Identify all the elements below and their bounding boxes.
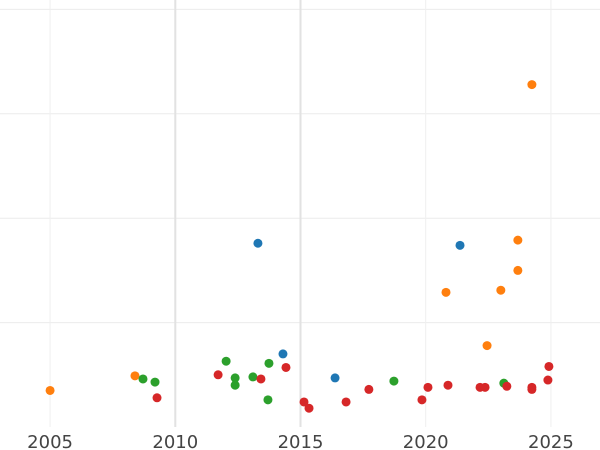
x-tick-label: 2020 bbox=[403, 432, 449, 450]
gridlines bbox=[0, 0, 600, 427]
data-point-red bbox=[527, 384, 537, 394]
data-point-red bbox=[341, 397, 351, 407]
x-tick-label: 2005 bbox=[27, 432, 73, 450]
data-point-blue bbox=[455, 240, 465, 250]
data-point-orange bbox=[441, 287, 451, 297]
data-point-green bbox=[221, 356, 231, 366]
data-point-green bbox=[264, 358, 274, 368]
data-point-red bbox=[213, 370, 223, 380]
data-point-green bbox=[138, 374, 148, 384]
x-tick-label: 2015 bbox=[278, 432, 324, 450]
x-axis-tick-labels: 2005 2010 2015 2020 2025 bbox=[27, 432, 574, 450]
data-point-orange bbox=[513, 265, 523, 275]
data-point-green bbox=[230, 373, 240, 383]
data-point-green bbox=[389, 376, 399, 386]
data-point-red bbox=[544, 361, 554, 371]
data-point-green bbox=[230, 380, 240, 390]
data-point-red bbox=[281, 362, 291, 372]
data-point-red bbox=[443, 380, 453, 390]
data-point-orange bbox=[45, 385, 55, 395]
data-point-orange bbox=[513, 235, 523, 245]
data-point-red bbox=[480, 382, 490, 392]
x-tick-label: 2025 bbox=[528, 432, 574, 450]
data-point-red bbox=[364, 384, 374, 394]
data-point-orange bbox=[527, 80, 537, 90]
data-point-red bbox=[423, 382, 433, 392]
data-points bbox=[45, 80, 554, 413]
data-point-orange bbox=[130, 371, 140, 381]
data-point-red bbox=[502, 381, 512, 391]
data-point-red bbox=[304, 403, 314, 413]
data-point-red bbox=[256, 374, 266, 384]
data-point-orange bbox=[482, 341, 492, 351]
data-point-red bbox=[299, 397, 309, 407]
data-point-red bbox=[417, 395, 427, 405]
data-point-green bbox=[150, 377, 160, 387]
data-point-orange bbox=[496, 285, 506, 295]
data-point-red bbox=[152, 393, 162, 403]
data-point-green bbox=[248, 372, 258, 382]
data-point-red bbox=[543, 375, 553, 385]
x-tick-label: 2010 bbox=[152, 432, 198, 450]
data-point-blue bbox=[253, 238, 263, 248]
data-point-blue bbox=[330, 373, 340, 383]
data-point-blue bbox=[278, 349, 288, 359]
data-point-green bbox=[263, 395, 273, 405]
